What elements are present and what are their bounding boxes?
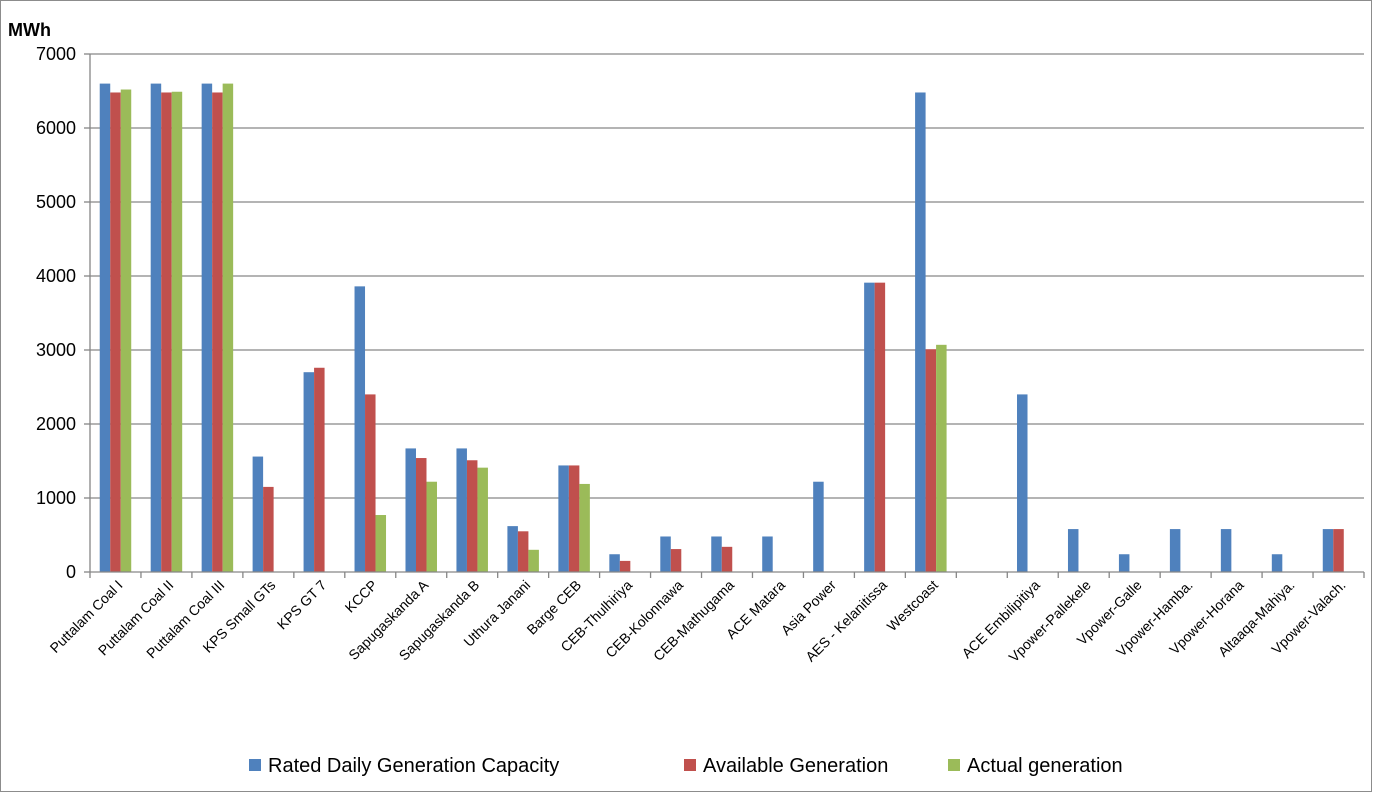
bar-rated-daily-generation-capacity <box>1220 529 1232 572</box>
legend-swatch <box>249 759 261 771</box>
y-tick-label: 2000 <box>36 414 76 434</box>
bar-actual-generation <box>120 89 132 573</box>
bar-rated-daily-generation-capacity <box>813 481 824 572</box>
legend: Rated Daily Generation Capacity Available… <box>249 755 1123 777</box>
bar-rated-daily-generation-capacity <box>201 83 213 572</box>
legend-swatch <box>684 759 696 771</box>
y-tick-label: 6000 <box>36 118 76 138</box>
bar-rated-daily-generation-capacity <box>864 282 875 572</box>
bar-actual-generation <box>375 515 387 572</box>
bar-available-generation <box>874 282 886 572</box>
x-category-label: Westcoast <box>884 577 941 634</box>
bar-available-generation <box>619 560 631 572</box>
bar-rated-daily-generation-capacity <box>1017 394 1028 572</box>
bar-actual-generation <box>936 344 947 572</box>
bar-rated-daily-generation-capacity <box>1322 529 1334 572</box>
bar-actual-generation <box>579 483 590 572</box>
bar-actual-generation <box>528 549 539 572</box>
bar-available-generation <box>110 92 121 572</box>
bar-available-generation <box>314 367 325 572</box>
y-tick-label: 1000 <box>36 488 76 508</box>
bar-available-generation <box>161 92 172 572</box>
bars <box>99 83 1344 573</box>
bar-rated-daily-generation-capacity <box>150 83 162 572</box>
bar-rated-daily-generation-capacity <box>762 536 773 572</box>
bar-rated-daily-generation-capacity <box>252 456 264 572</box>
bar-available-generation <box>925 349 937 572</box>
gridlines <box>84 53 1364 573</box>
y-tick-label: 4000 <box>36 266 76 286</box>
bar-available-generation <box>415 458 427 572</box>
y-tick-label: 3000 <box>36 340 76 360</box>
legend-label: Actual generation <box>967 755 1123 777</box>
bar-available-generation <box>568 465 580 572</box>
bar-rated-daily-generation-capacity <box>1271 554 1283 572</box>
y-tick-label: 7000 <box>36 44 76 64</box>
y-tick-labels: 0 1000 2000 3000 4000 5000 6000 7000 <box>36 44 76 582</box>
y-tick-label: 0 <box>66 562 76 582</box>
axes <box>89 54 1365 578</box>
y-tick-label: 5000 <box>36 192 76 212</box>
y-axis-unit-label: MWh <box>8 20 51 40</box>
bar-rated-daily-generation-capacity <box>354 286 366 572</box>
bar-rated-daily-generation-capacity <box>303 372 315 572</box>
bar-available-generation <box>212 92 223 572</box>
bar-available-generation <box>1333 529 1344 572</box>
bar-available-generation <box>721 546 733 572</box>
legend-swatch <box>948 759 960 771</box>
bar-available-generation <box>517 531 529 572</box>
bar-actual-generation <box>477 467 488 572</box>
bar-rated-daily-generation-capacity <box>1118 554 1130 572</box>
bar-rated-daily-generation-capacity <box>660 536 671 572</box>
bar-rated-daily-generation-capacity <box>456 448 467 572</box>
bar-available-generation <box>670 549 682 572</box>
bar-rated-daily-generation-capacity <box>915 92 926 572</box>
x-category-label: KCCP <box>342 577 381 616</box>
bar-rated-daily-generation-capacity <box>1169 529 1181 572</box>
bar-rated-daily-generation-capacity <box>99 83 111 572</box>
bar-available-generation <box>263 486 274 572</box>
bar-rated-daily-generation-capacity <box>711 536 722 572</box>
bar-available-generation <box>365 394 376 572</box>
bar-available-generation <box>466 460 478 572</box>
bar-actual-generation <box>171 91 183 573</box>
bar-actual-generation <box>426 481 437 572</box>
legend-label: Available Generation <box>703 755 888 777</box>
bar-actual-generation <box>222 83 234 572</box>
bar-rated-daily-generation-capacity <box>507 526 518 572</box>
bar-rated-daily-generation-capacity <box>1067 529 1079 572</box>
x-category-label: KPS GT 7 <box>274 577 330 633</box>
legend-label: Rated Daily Generation Capacity <box>268 755 559 777</box>
bar-rated-daily-generation-capacity <box>609 554 620 572</box>
bar-rated-daily-generation-capacity <box>558 465 569 572</box>
bar-rated-daily-generation-capacity <box>405 448 416 572</box>
